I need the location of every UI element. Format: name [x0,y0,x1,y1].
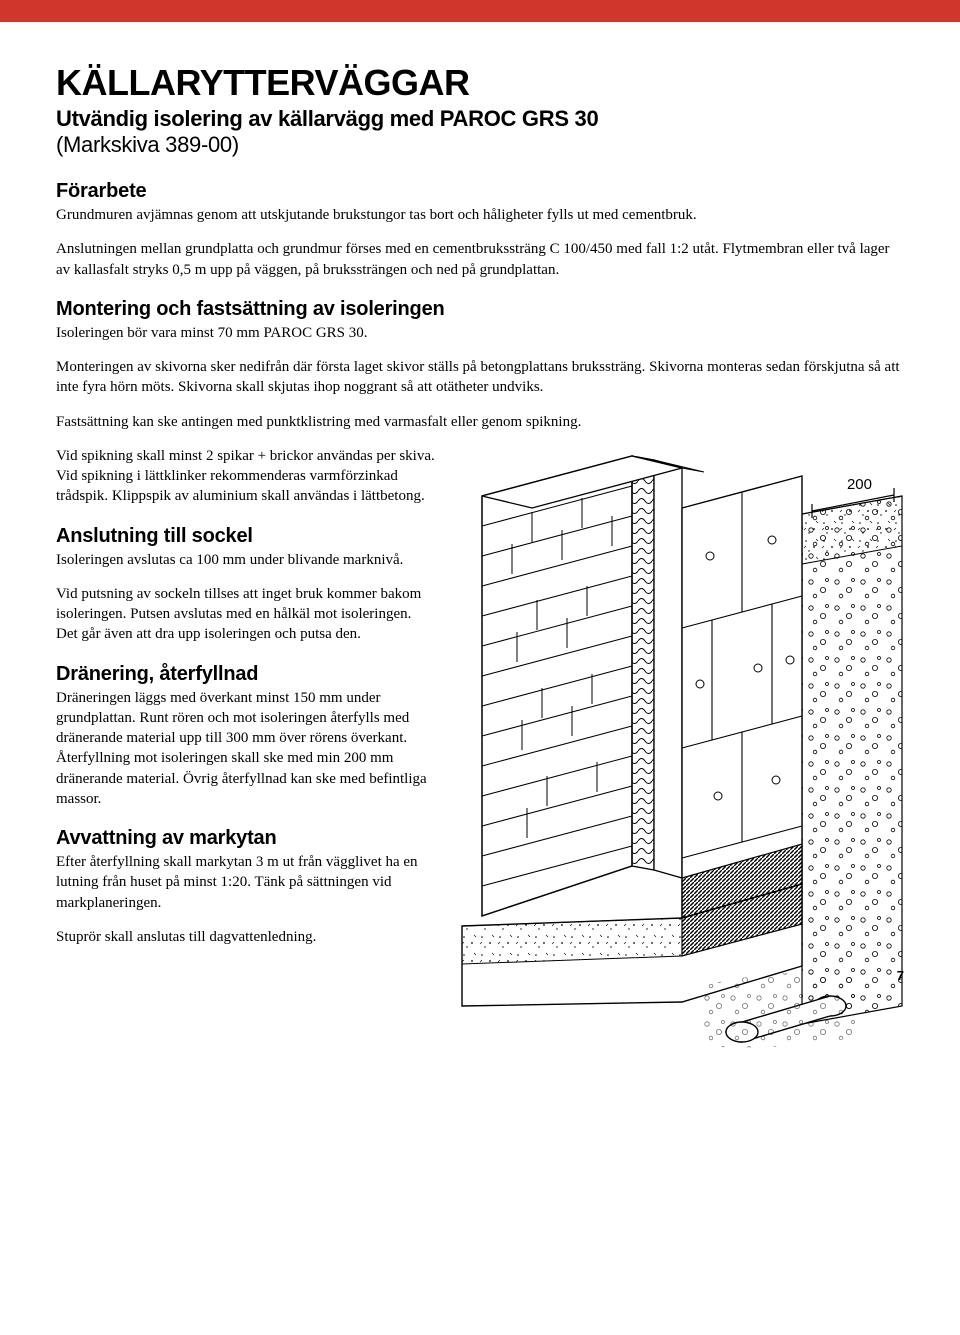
section-heading-dranering: Dränering, återfyllnad [56,663,436,686]
left-column: Vid spikning skall minst 2 spikar + bric… [56,446,436,947]
wall-diagram: 200 [442,446,922,1066]
section-heading-forarbete: Förarbete [56,180,904,203]
wall-body [462,456,862,1048]
header-bar [0,0,960,22]
page-content: KÄLLARYTTERVÄGGAR Utvändig isolering av … [0,22,960,991]
page-title: KÄLLARYTTERVÄGGAR [56,62,904,104]
wall-diagram-svg [442,446,922,1066]
subtitle-main: Utvändig isolering av källarvägg med PAR… [56,106,598,131]
dimension-label: 200 [847,476,872,493]
paragraph: Fastsättning kan ske antingen med punktk… [56,412,904,432]
paragraph: Isoleringen avslutas ca 100 mm under bli… [56,550,436,570]
section-heading-montering: Montering och fastsättning av isoleringe… [56,298,904,321]
page-subtitle: Utvändig isolering av källarvägg med PAR… [56,106,904,158]
section-heading-avvattning: Avvattning av markytan [56,827,436,850]
paragraph: Dräneringen läggs med överkant minst 150… [56,688,436,810]
page-number: 7 [897,968,904,983]
paragraph: Anslutningen mellan grundplatta och grun… [56,239,904,280]
paragraph: Grundmuren avjämnas genom att utskjutand… [56,205,904,225]
paragraph: Monteringen av skivorna sker nedifrån dä… [56,357,904,398]
paragraph: Stuprör skall anslutas till dagvattenled… [56,927,436,947]
paragraph: Isoleringen bör vara minst 70 mm PAROC G… [56,323,904,343]
paragraph: Vid putsning av sockeln tillses att inge… [56,584,436,645]
section-heading-sockel: Anslutning till sockel [56,525,436,548]
paragraph: Vid spikning skall minst 2 spikar + bric… [56,446,436,507]
soil-section [802,488,902,1024]
two-column-region: Vid spikning skall minst 2 spikar + bric… [56,446,904,947]
subtitle-light: (Markskiva 389-00) [56,132,239,157]
paragraph: Efter återfyllning skall markytan 3 m ut… [56,852,436,913]
